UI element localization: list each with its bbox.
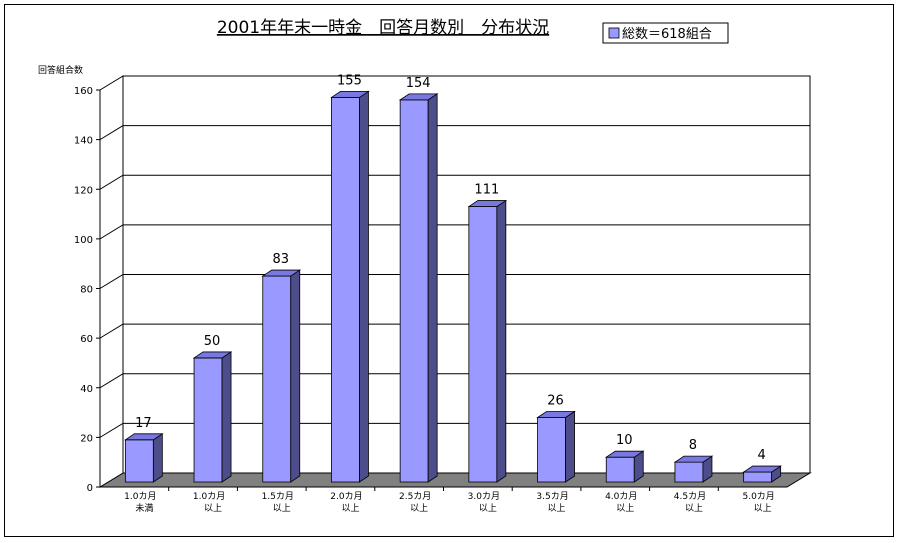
bar [467, 199, 508, 483]
bar-top [467, 200, 508, 207]
bar-side [359, 90, 369, 483]
value-label: 154 [406, 76, 431, 91]
gridlines [96, 89, 810, 488]
y-tick-label: 80 [80, 285, 93, 296]
value-label: 17 [135, 416, 152, 431]
category-label: 1.5カ月 [262, 491, 294, 502]
category-label: 1.0カ月 [124, 491, 156, 502]
category-label: 以上 [685, 503, 703, 514]
bar [330, 90, 370, 483]
value-label: 111 [474, 183, 499, 198]
gridline [99, 422, 810, 438]
category-label: 以上 [410, 503, 428, 514]
gridline [99, 224, 810, 240]
gridline [99, 373, 810, 389]
value-label: 10 [616, 433, 633, 448]
legend: 総数＝618組合 [602, 22, 729, 44]
category-label: 5.0カ月 [742, 491, 774, 502]
value-label: 50 [204, 334, 221, 349]
value-label: 8 [689, 438, 697, 453]
y-tick-label: 20 [80, 433, 93, 444]
y-tick-label: 0 [87, 483, 93, 494]
category-label: 2.5カ月 [399, 491, 431, 502]
bar [604, 450, 645, 483]
bar-front [331, 97, 360, 483]
category-label: 以上 [273, 503, 291, 514]
bar-front [605, 456, 635, 483]
bar-front [468, 206, 498, 483]
bar-top [398, 93, 439, 101]
y-tick-label: 160 [74, 86, 93, 97]
bar [192, 351, 233, 483]
bar-top [192, 351, 233, 359]
bar-front [124, 439, 154, 483]
legend-swatch [608, 27, 620, 39]
category-label: 4.0カ月 [605, 491, 637, 502]
y-tick-label: 120 [74, 185, 93, 196]
value-label: 26 [547, 393, 564, 408]
bar-side [221, 351, 232, 483]
category-label: 以上 [479, 503, 497, 514]
category-label: 以上 [616, 503, 634, 514]
category-label: 3.0カ月 [468, 491, 500, 502]
bar [124, 433, 164, 483]
category-label: 以上 [548, 503, 566, 514]
bar [742, 465, 782, 483]
value-label: 83 [272, 252, 289, 267]
bar [536, 410, 576, 483]
labels: 020406080100120140160171.0カ月未満501.0カ月以上8… [74, 73, 775, 514]
bar [673, 455, 714, 483]
value-label: 155 [337, 73, 362, 88]
category-label: 4.5カ月 [674, 491, 706, 502]
category-label: 3.5カ月 [536, 491, 568, 502]
bars [124, 90, 782, 483]
bar-top [536, 411, 576, 418]
bar-top [673, 455, 714, 463]
category-label: 2.0カ月 [330, 491, 362, 502]
value-label: 4 [758, 448, 766, 463]
bar-side [290, 269, 301, 483]
bar-front [674, 461, 704, 483]
category-label: 以上 [204, 503, 222, 514]
bar-top [124, 433, 164, 441]
y-axis-label: 回答組合数 [38, 64, 83, 76]
bar [398, 93, 439, 483]
category-label: 以上 [341, 503, 359, 514]
bar-front [262, 275, 292, 483]
legend-label: 総数＝618組合 [622, 27, 712, 42]
bar-side [427, 93, 438, 483]
bar-side [152, 433, 163, 483]
bar [261, 269, 302, 483]
bar-front [399, 99, 429, 483]
bar-side [496, 199, 507, 483]
y-tick-label: 60 [80, 334, 93, 345]
y-tick-label: 100 [74, 235, 93, 246]
gridline [99, 174, 810, 190]
legend-box [602, 22, 729, 44]
bar-side [565, 410, 575, 483]
gridline [99, 323, 810, 339]
bar-top [330, 91, 370, 98]
y-tick-label: 40 [80, 384, 93, 395]
y-tick-label: 140 [74, 136, 93, 147]
bar-front [193, 357, 223, 483]
bar-top [604, 450, 645, 458]
category-label: 以上 [754, 503, 772, 514]
gridline [99, 274, 810, 289]
bar-front [743, 471, 773, 483]
bar-top [261, 269, 302, 277]
category-label: 未満 [135, 502, 153, 514]
bar-top [742, 465, 782, 473]
category-label: 1.0カ月 [193, 491, 225, 502]
gridline [99, 125, 810, 141]
chart-title: 2001年年末一時金 回答月数別 分布状況 [217, 18, 549, 38]
bar-front [537, 417, 566, 483]
